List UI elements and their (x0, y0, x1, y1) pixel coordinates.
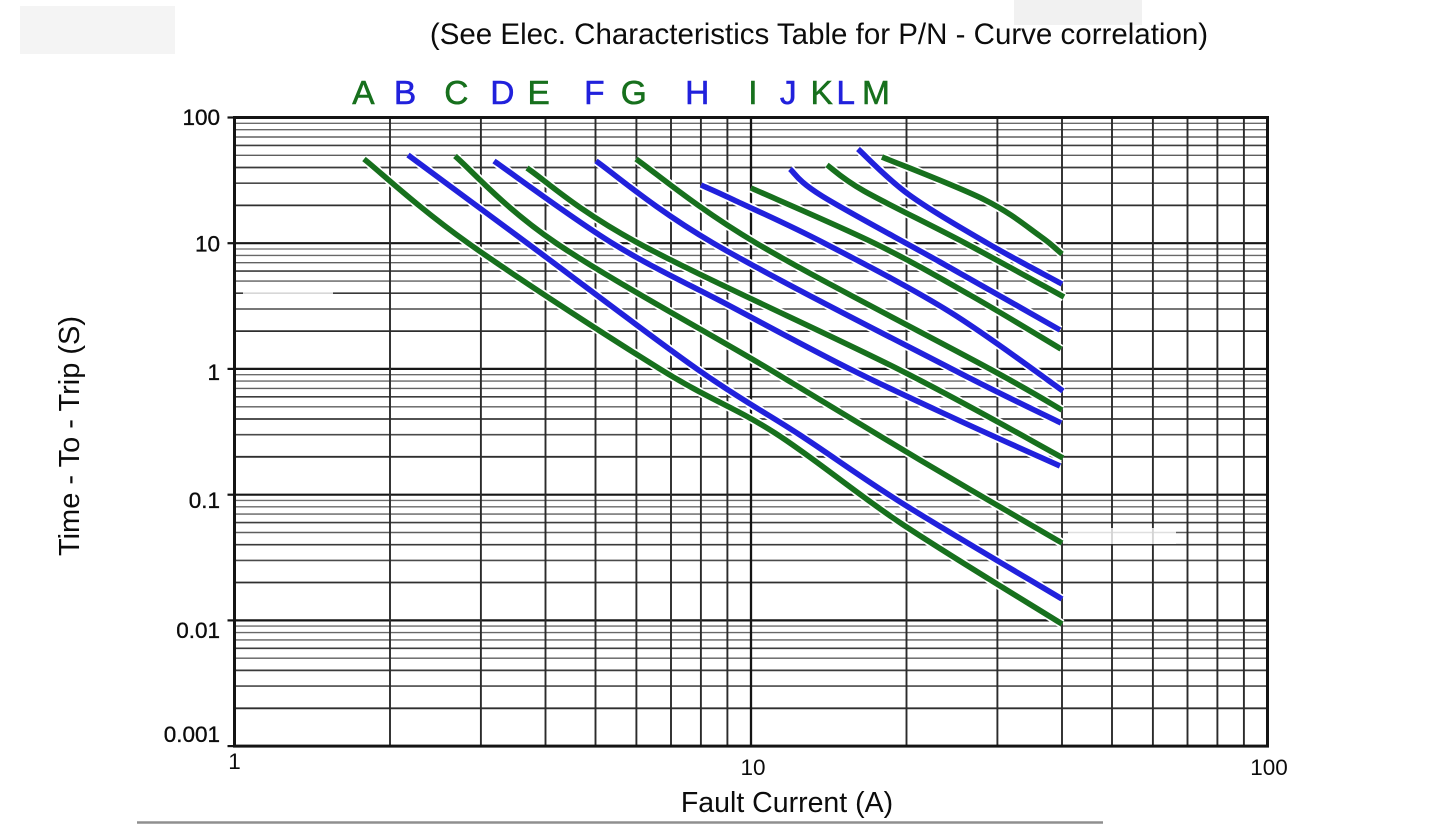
svg-text:1: 1 (228, 749, 241, 774)
svg-text:D: D (490, 75, 514, 112)
svg-text:M: M (862, 75, 890, 112)
svg-text:100: 100 (182, 105, 220, 130)
svg-text:E: E (528, 75, 550, 112)
svg-text:(See Elec. Characteristics Tab: (See Elec. Characteristics Table for P/N… (430, 18, 1208, 51)
svg-text:J: J (780, 75, 797, 112)
svg-text:K: K (811, 75, 833, 112)
svg-text:G: G (621, 75, 647, 112)
svg-text:C: C (444, 75, 468, 112)
svg-text:Time - To - Trip (S): Time - To - Trip (S) (54, 316, 86, 556)
svg-text:1: 1 (207, 360, 220, 385)
svg-text:F: F (584, 75, 604, 112)
svg-text:0.01: 0.01 (176, 618, 220, 643)
svg-text:10: 10 (740, 755, 765, 780)
svg-text:B: B (394, 75, 416, 112)
svg-text:0.1: 0.1 (189, 488, 220, 513)
svg-text:H: H (685, 75, 709, 112)
svg-text:I: I (748, 75, 757, 112)
svg-text:A: A (352, 75, 375, 112)
svg-text:100: 100 (1250, 755, 1288, 780)
svg-text:L: L (836, 75, 855, 112)
svg-text:Fault Current (A): Fault Current (A) (681, 787, 893, 819)
svg-text:10: 10 (195, 232, 220, 257)
svg-text:0.001: 0.001 (164, 722, 220, 747)
